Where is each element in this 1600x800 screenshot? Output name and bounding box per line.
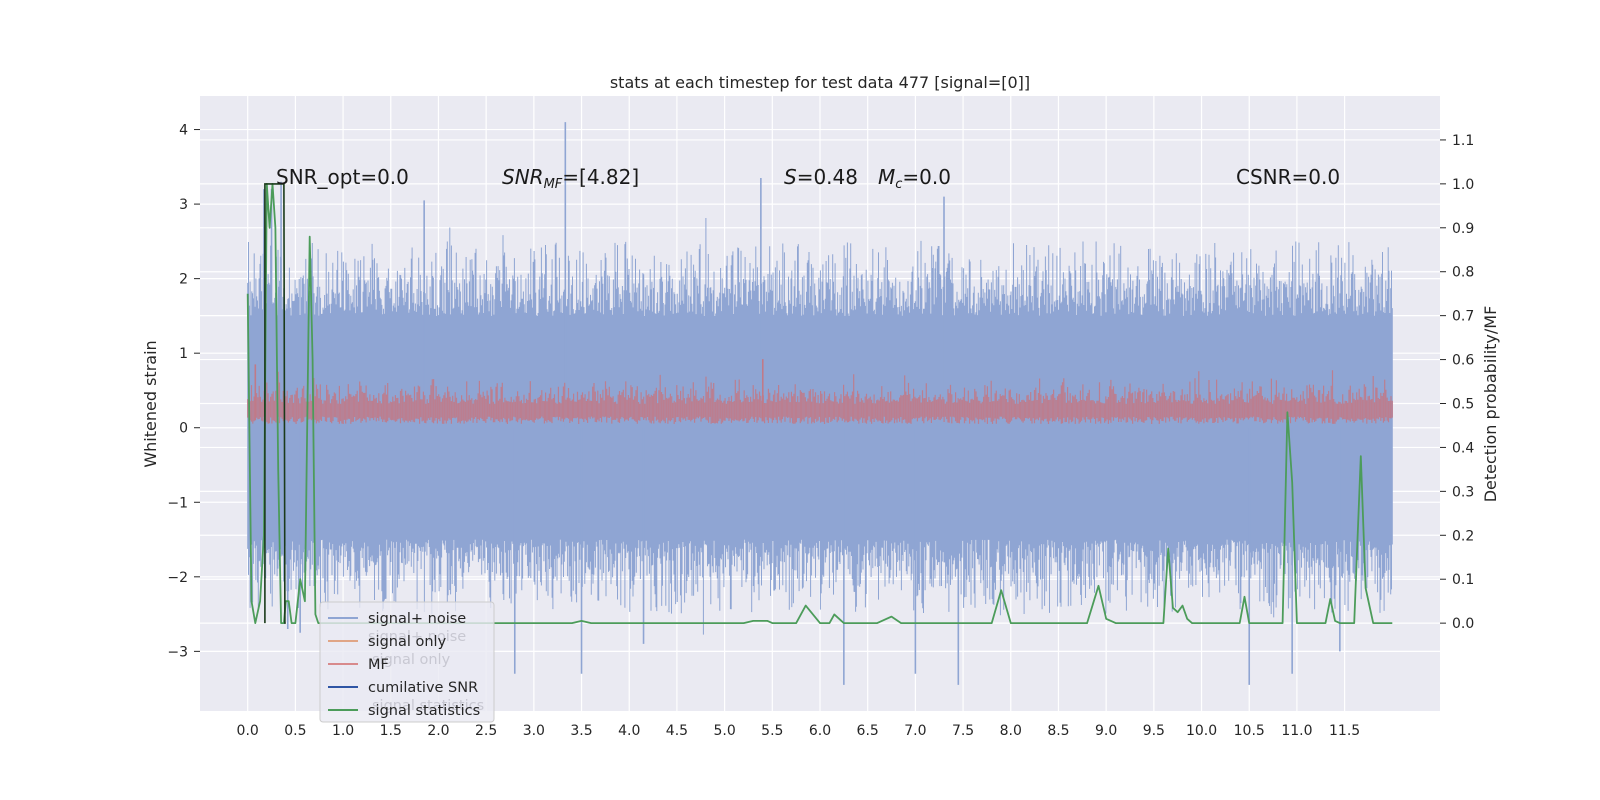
x-tick-label: 6.0 [809, 723, 831, 739]
signal-statistics-line [246, 183, 1393, 624]
x-tick-label: 0.0 [237, 723, 259, 739]
x-axis-ticks: 0.0 0.5 1.0 1.5 2.0 2.5 3.0 3.5 4.0 4.5 5.0 5.5 6.0 6… [237, 723, 1361, 739]
y-right-tick-label: 0.9 [1452, 221, 1474, 237]
x-tick-label: 7.5 [952, 723, 974, 739]
y-tick-label: 3 [179, 197, 188, 213]
y-right-tick-label: 0.0 [1452, 616, 1474, 632]
y-right-tick-label: 0.4 [1452, 440, 1474, 456]
y-right-tick-label: 0.8 [1452, 265, 1474, 281]
y-tick-label: −3 [167, 644, 188, 660]
x-tick-label: 10.0 [1186, 723, 1217, 739]
y-right-tick-label: 0.5 [1452, 397, 1474, 413]
chart-title: stats at each timestep for test data 477… [610, 73, 1030, 92]
x-tick-label: 4.5 [666, 723, 688, 739]
x-tick-label: 1.0 [332, 723, 354, 739]
series-mf [247, 359, 1393, 424]
x-tick-label: 7.0 [904, 723, 926, 739]
legend-box [319, 601, 495, 723]
x-tick-label: 3.0 [523, 723, 545, 739]
x-tick-label: 8.5 [1047, 723, 1069, 739]
y-right-tick-label: 1.0 [1452, 177, 1474, 193]
series-dark-step [264, 183, 286, 624]
x-tick-label: 5.0 [713, 723, 735, 739]
s-main: S [784, 165, 797, 189]
series-signal-plus-noise [247, 122, 1393, 685]
mc-main: M [878, 165, 895, 189]
y-tick-label: 0 [179, 421, 188, 437]
x-tick-label: 9.0 [1095, 723, 1117, 739]
x-tick-label: 9.5 [1143, 723, 1165, 739]
x-tick-label: 1.5 [380, 723, 402, 739]
y-tick-label: 1 [179, 346, 188, 362]
legend-label: cumilative SNR [368, 680, 478, 696]
x-tick-label: 0.5 [284, 723, 306, 739]
y-right-tick-label: 0.6 [1452, 353, 1474, 369]
annotation-snr-opt: SNR_opt=0.0 [276, 165, 409, 189]
mc-sub: c [895, 177, 902, 192]
annotation-mc: Mc=0.0 [878, 165, 951, 192]
y-axis-ticks: 4 3 2 1 0 −1 −2 −3 [167, 123, 200, 660]
legend-label: signal only [368, 634, 447, 650]
snr-mf-rest: =[4.82] [562, 165, 639, 189]
y-right-tick-label: 0.3 [1452, 484, 1474, 500]
legend-label: signal+ noise [368, 611, 466, 627]
x-tick-label: 4.0 [618, 723, 640, 739]
x-tick-label: 2.0 [427, 723, 449, 739]
legend-ghost-label: signal statistics [372, 698, 484, 714]
legend-label: MF [368, 657, 389, 673]
y-axis-label: Whitened strain [141, 340, 160, 467]
x-tick-label: 5.5 [761, 723, 783, 739]
x-tick-label: 11.0 [1281, 723, 1312, 739]
y-right-tick-label: 0.1 [1452, 572, 1474, 588]
legend-ghost-label: signal only [372, 652, 451, 668]
y-tick-label: −2 [167, 570, 188, 586]
legend-label: signal statistics [368, 703, 480, 719]
x-tick-label: 8.0 [1000, 723, 1022, 739]
annotation-s: S=0.48 [784, 165, 858, 189]
mf-strokes [247, 370, 1393, 424]
y-tick-label: −1 [167, 495, 188, 511]
y-right-axis-ticks: 1.1 1.0 0.9 0.8 0.7 0.6 0.5 0.4 0.3 0.2 0.1 0.0 [1440, 133, 1474, 632]
snr-mf-main: SNR [502, 165, 544, 189]
y-right-axis-label: Detection probability/MF [1481, 306, 1500, 503]
y-tick-label: 4 [179, 123, 188, 139]
y-tick-label: 2 [179, 272, 188, 288]
annotation-snr-mf: SNRMF=[4.82] [502, 165, 639, 192]
x-tick-label: 2.5 [475, 723, 497, 739]
s-rest: =0.48 [797, 165, 858, 189]
y-right-tick-label: 0.2 [1452, 528, 1474, 544]
x-tick-label: 10.5 [1234, 723, 1265, 739]
x-tick-label: 11.5 [1329, 723, 1360, 739]
x-tick-label: 3.5 [570, 723, 592, 739]
snr-mf-sub: MF [544, 177, 563, 192]
series-signal-statistics [246, 183, 1393, 624]
mc-rest: =0.0 [902, 165, 951, 189]
x-tick-label: 6.5 [857, 723, 879, 739]
annotations: SNR_opt=0.0 SNRMF=[4.82] S=0.48 Mc=0.0 C… [276, 165, 1340, 192]
annotation-csnr: CSNR=0.0 [1236, 165, 1340, 189]
legend-ghost-label: signal+ noise [368, 629, 466, 645]
dark-step-line [264, 183, 286, 624]
y-right-tick-label: 1.1 [1452, 133, 1474, 149]
y-right-tick-label: 0.7 [1452, 309, 1474, 325]
